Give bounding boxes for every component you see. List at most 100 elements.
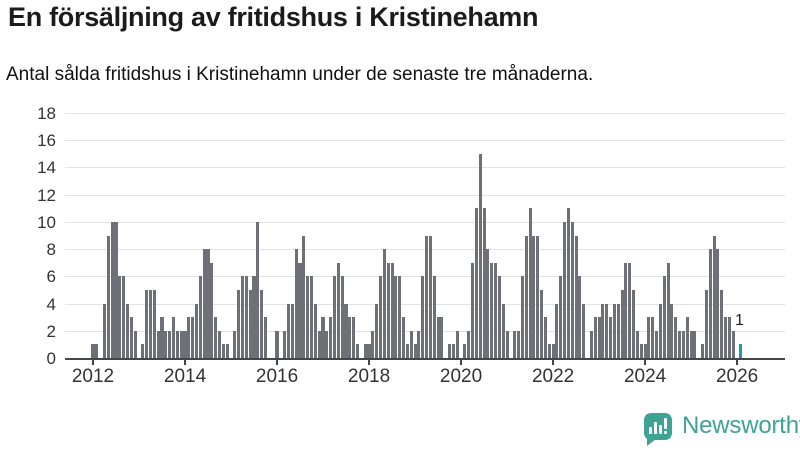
bar xyxy=(417,330,421,358)
bar xyxy=(601,303,605,358)
bar xyxy=(402,317,406,358)
bar xyxy=(681,330,685,358)
gridline xyxy=(65,113,785,114)
y-axis-tick-label: 4 xyxy=(46,294,56,314)
brand-name: Newsworthy xyxy=(682,412,800,439)
bar xyxy=(551,344,555,358)
bar xyxy=(355,344,360,358)
bar xyxy=(616,303,620,358)
gridline xyxy=(65,194,785,196)
bar xyxy=(283,330,287,358)
bar xyxy=(206,249,210,358)
x-axis-tick-label: 2020 xyxy=(439,366,483,387)
bar xyxy=(471,262,475,358)
bar xyxy=(666,262,670,358)
bar xyxy=(731,330,735,358)
bar xyxy=(210,262,214,358)
bar xyxy=(701,344,705,358)
bar xyxy=(704,289,708,358)
bar xyxy=(156,330,160,358)
bar xyxy=(244,276,248,358)
bar xyxy=(455,330,459,358)
bar xyxy=(394,276,398,358)
bar xyxy=(727,317,731,358)
bar xyxy=(474,208,478,358)
bar xyxy=(658,303,662,358)
bar xyxy=(256,221,260,358)
bar xyxy=(632,289,636,358)
bar xyxy=(497,276,501,358)
bar xyxy=(263,317,268,358)
bar xyxy=(574,235,578,358)
bar xyxy=(409,330,413,358)
y-axis-tick-label: 14 xyxy=(37,158,56,178)
bar xyxy=(436,317,440,358)
bar xyxy=(252,276,256,358)
x-axis-tick-label: 2016 xyxy=(255,366,299,387)
x-axis-tick xyxy=(184,360,187,365)
bar xyxy=(141,344,145,358)
bar xyxy=(563,221,567,358)
bar xyxy=(114,221,118,358)
bar xyxy=(578,276,582,358)
y-axis-tick-label: 0 xyxy=(46,349,56,368)
bar xyxy=(152,289,156,358)
bar xyxy=(628,262,632,358)
newsworthy-logo[interactable]: Newsworthy xyxy=(644,412,800,446)
bar xyxy=(517,330,521,358)
bar xyxy=(620,289,624,358)
bar xyxy=(724,317,728,358)
bar xyxy=(486,249,490,358)
bar xyxy=(286,303,291,358)
bar xyxy=(528,208,532,358)
bar xyxy=(597,317,601,358)
bar xyxy=(689,330,693,358)
y-axis-tick-label: 12 xyxy=(37,185,56,205)
bar xyxy=(425,235,429,358)
bar xyxy=(191,317,195,358)
bar xyxy=(390,262,394,358)
bar xyxy=(248,289,252,358)
bar-chart-speech-bubble-icon xyxy=(644,412,672,446)
bar xyxy=(540,289,544,358)
bar xyxy=(547,344,551,358)
bar xyxy=(160,317,164,358)
y-axis-tick-label: 2 xyxy=(46,321,56,341)
bar xyxy=(589,330,593,358)
bar xyxy=(451,344,455,358)
bar xyxy=(543,317,547,358)
bar xyxy=(405,344,409,358)
x-axis-tick xyxy=(644,360,647,365)
chart-subtitle: Antal sålda fritidshus i Kristinehamn un… xyxy=(6,64,594,85)
bar xyxy=(371,330,375,358)
bar xyxy=(662,276,666,358)
bar xyxy=(187,317,191,358)
bar xyxy=(221,344,225,358)
bar xyxy=(432,276,436,358)
bar xyxy=(413,344,417,358)
bar xyxy=(237,289,241,358)
bar-latest xyxy=(739,344,743,358)
bar xyxy=(290,303,294,358)
bar xyxy=(91,344,95,358)
bar xyxy=(382,249,386,358)
bar xyxy=(647,317,651,358)
bar xyxy=(490,262,494,358)
bar xyxy=(635,330,639,358)
y-axis-tick-label: 10 xyxy=(37,212,56,232)
bar xyxy=(325,330,329,358)
bar xyxy=(309,276,314,358)
bar xyxy=(352,317,356,358)
bar xyxy=(179,330,183,358)
bar xyxy=(217,330,222,358)
bar xyxy=(582,303,586,358)
bar xyxy=(655,330,659,358)
bar xyxy=(260,289,264,358)
bar xyxy=(593,317,597,358)
bar xyxy=(720,289,724,358)
bar xyxy=(651,317,655,358)
bar xyxy=(513,330,517,358)
bar xyxy=(164,330,168,358)
bar xyxy=(332,276,337,358)
bar xyxy=(302,235,306,358)
